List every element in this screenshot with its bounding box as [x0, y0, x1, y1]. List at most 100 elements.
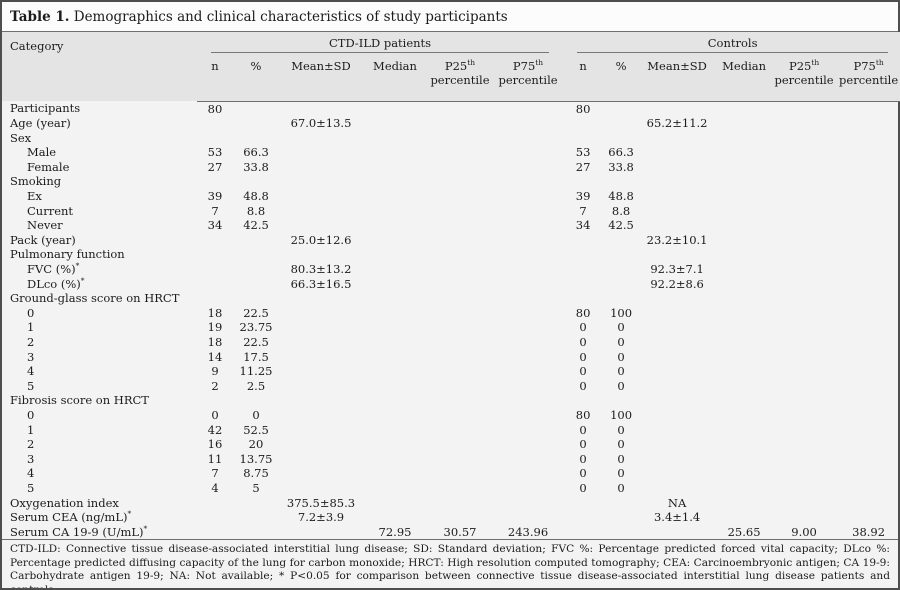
data-cell: 7: [579, 203, 587, 218]
data-cell: [563, 525, 603, 540]
table-row: FVC (%)* 80.3±13.2 92.3±7.1: [2, 262, 900, 277]
data-cell: [493, 466, 563, 481]
row-label-superscript: *: [127, 510, 132, 519]
row-label: Ex: [2, 189, 197, 204]
data-cell: [427, 379, 493, 394]
data-cell: [427, 466, 493, 481]
subcolumn-label-line2: percentile: [839, 73, 899, 87]
data-cell: [197, 277, 233, 292]
data-cell: [715, 496, 773, 511]
data-cell: [197, 291, 233, 306]
group-label-controls: Controls: [577, 32, 889, 53]
data-cell: [427, 320, 493, 335]
data-cell: 30.57: [443, 524, 477, 539]
data-cell: 66.3±16.5: [290, 276, 352, 291]
data-cell: [427, 496, 493, 511]
data-cell: [363, 145, 427, 160]
data-cell: [715, 364, 773, 379]
data-cell: [279, 291, 363, 306]
data-cell: [773, 423, 835, 438]
subcolumn-header: %: [233, 57, 279, 102]
data-cell: [715, 423, 773, 438]
data-cell: [279, 408, 363, 423]
data-cell: [715, 350, 773, 365]
row-label: Smoking: [2, 174, 197, 189]
data-cell: [563, 262, 603, 277]
data-cell: [715, 379, 773, 394]
data-cell: 80: [575, 407, 591, 422]
data-cell: [279, 437, 363, 452]
subcolumn-label: P25: [444, 59, 468, 73]
table-body: Participants 80 80 Age (year) 67.0±13.5 65.2±…: [2, 101, 900, 539]
data-cell: 42: [207, 422, 223, 437]
data-cell: [639, 306, 715, 321]
row-label-text: Never: [27, 218, 63, 233]
data-cell: 0: [617, 349, 625, 364]
data-cell: 8.8: [611, 203, 631, 218]
data-cell: [715, 262, 773, 277]
data-cell: [427, 277, 493, 292]
table-row: Fibrosis score on HRCT: [2, 393, 900, 408]
data-cell: 5: [252, 480, 260, 495]
data-cell: [233, 262, 279, 277]
data-cell: 9.00: [791, 524, 817, 539]
data-cell: [835, 189, 900, 204]
data-cell: [603, 116, 639, 131]
data-cell: 7: [211, 466, 219, 481]
data-cell: [197, 131, 233, 146]
subcolumn-label-line2: percentile: [498, 73, 558, 87]
row-label-text: Female: [27, 159, 70, 174]
data-cell: [493, 262, 563, 277]
table-row: 4 7 8.75 0 0: [2, 466, 900, 481]
row-label: Male: [2, 145, 197, 160]
data-cell: [493, 306, 563, 321]
data-cell: 7.2±3.9: [297, 510, 345, 525]
data-cell: 23.75: [239, 320, 273, 335]
data-cell: [363, 218, 427, 233]
data-cell: [603, 131, 639, 146]
subcolumn-header: Mean±SD: [639, 57, 716, 102]
subcolumn-header: Median: [715, 57, 774, 102]
data-cell: [363, 116, 427, 131]
data-cell: [363, 160, 427, 175]
data-cell: 39: [575, 189, 591, 204]
data-cell: [493, 335, 563, 350]
data-cell: [279, 379, 363, 394]
subcolumn-header: Median: [363, 57, 427, 102]
table-row: Current 7 8.8 7 8.8: [2, 204, 900, 219]
table-row: Female 27 33.8 27 33.8: [2, 160, 900, 175]
subcolumn-header: P75th percentile: [493, 57, 564, 102]
data-cell: [427, 393, 493, 408]
data-cell: [639, 145, 715, 160]
table-row: 3 14 17.5 0 0: [2, 350, 900, 365]
data-cell: [639, 423, 715, 438]
data-cell: 27: [207, 159, 223, 174]
row-label: 2: [2, 437, 197, 452]
data-cell: [233, 496, 279, 511]
data-cell: 0: [617, 466, 625, 481]
data-cell: 0: [579, 378, 587, 393]
table-row: Never 34 42.5 34 42.5: [2, 218, 900, 233]
subcolumn-superscript: th: [535, 58, 544, 68]
data-cell: [363, 335, 427, 350]
row-label: 4: [2, 364, 197, 379]
data-cell: [233, 277, 279, 292]
row-label-text: Fibrosis score on HRCT: [10, 393, 149, 408]
data-cell: [563, 131, 603, 146]
data-cell: [603, 262, 639, 277]
data-cell: [773, 335, 835, 350]
data-cell: 100: [610, 407, 633, 422]
data-cell: [363, 262, 427, 277]
data-cell: [427, 174, 493, 189]
data-cell: [493, 481, 563, 496]
data-cell: 39: [207, 189, 223, 204]
table-row: 4 9 11.25 0 0: [2, 364, 900, 379]
group-label-ctd-ild: CTD-ILD patients: [211, 32, 550, 53]
data-cell: [493, 174, 563, 189]
data-cell: [773, 496, 835, 511]
data-cell: [835, 233, 900, 248]
data-cell: 0: [579, 349, 587, 364]
data-cell: [427, 160, 493, 175]
data-cell: [363, 204, 427, 219]
